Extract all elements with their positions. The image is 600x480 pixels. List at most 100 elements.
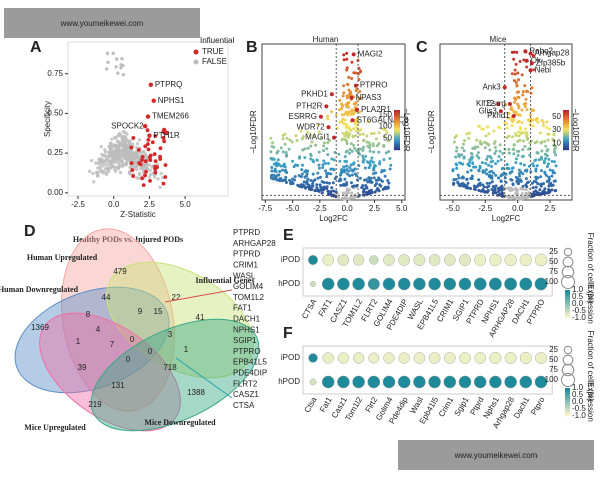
- point: [117, 131, 122, 136]
- point: [355, 117, 359, 121]
- y-tick-label: 0.75: [47, 69, 63, 78]
- point: [548, 168, 552, 172]
- point: [466, 181, 470, 185]
- dot: [428, 254, 441, 266]
- point: [551, 169, 555, 173]
- point: [476, 145, 480, 149]
- point: [523, 127, 527, 131]
- point: [284, 181, 288, 185]
- point: [455, 166, 459, 170]
- point: [354, 100, 358, 104]
- point: [382, 158, 386, 162]
- set-label: Influential Genes: [196, 276, 255, 285]
- point: [101, 171, 105, 175]
- point: [460, 153, 464, 157]
- point: [516, 95, 520, 99]
- point: [387, 181, 391, 185]
- point: [485, 181, 489, 185]
- point: [104, 163, 108, 167]
- gene-point: [354, 107, 359, 112]
- point: [343, 177, 347, 181]
- x-tick-label: 2.5: [144, 200, 156, 209]
- point: [281, 134, 285, 138]
- point: [494, 173, 498, 177]
- point: [320, 180, 324, 184]
- point: [345, 57, 349, 61]
- venn-count: 718: [163, 363, 177, 372]
- colorbar-cell: [563, 148, 569, 151]
- point: [124, 156, 128, 160]
- dot: [473, 375, 487, 389]
- point: [345, 183, 349, 187]
- colorbar-title: Expression: [586, 284, 595, 324]
- colorbar-tick-label: -0.5: [572, 404, 586, 413]
- dot: [443, 254, 456, 266]
- dot: [428, 277, 441, 291]
- point: [146, 147, 151, 152]
- gene-label: Ank3: [482, 82, 501, 91]
- point: [317, 150, 321, 154]
- point: [353, 146, 357, 150]
- point: [510, 166, 514, 170]
- point: [329, 190, 333, 194]
- colorbar-cell: [563, 110, 569, 113]
- point: [486, 163, 490, 167]
- point: [354, 89, 358, 93]
- point: [161, 181, 166, 186]
- point: [347, 125, 351, 129]
- point: [284, 169, 288, 173]
- point: [522, 131, 526, 135]
- point: [140, 158, 144, 162]
- gene-list-item: CTSA: [233, 401, 255, 410]
- point: [351, 134, 355, 138]
- point: [110, 137, 114, 141]
- point: [463, 139, 467, 143]
- point: [517, 130, 521, 134]
- point: [292, 165, 296, 169]
- point: [505, 136, 509, 140]
- colorbar-cell: [394, 130, 400, 133]
- point: [498, 149, 502, 153]
- point: [509, 105, 513, 109]
- point: [516, 71, 520, 75]
- point: [488, 181, 492, 185]
- point: [288, 178, 292, 182]
- gene-list-item: PDE4DIP: [233, 369, 267, 378]
- point: [513, 100, 517, 104]
- colorbar-tick-label: -1.0: [572, 411, 586, 420]
- point: [488, 148, 492, 152]
- dot: [352, 254, 365, 266]
- point: [347, 188, 351, 192]
- colorbar-tick-label: 0.0: [572, 397, 584, 406]
- point: [113, 143, 118, 147]
- gene-list-item: CRIM1: [233, 261, 258, 270]
- colorbar-cell: [563, 146, 569, 149]
- point: [517, 106, 521, 110]
- colorbar-tick-label: 50: [552, 112, 561, 121]
- point: [352, 184, 356, 188]
- x-tick-label: -2.5: [478, 204, 492, 213]
- point: [155, 162, 160, 166]
- gene-point: [318, 114, 323, 119]
- gene-point: [350, 118, 355, 123]
- point: [120, 57, 124, 61]
- point: [144, 169, 148, 174]
- point: [91, 180, 96, 184]
- point: [103, 154, 108, 158]
- point: [365, 134, 369, 138]
- gene-list-item: DACH1: [233, 315, 261, 324]
- gene-point: [349, 95, 354, 100]
- legend-label: FALSE: [202, 57, 227, 66]
- size-legend-dot: [562, 256, 574, 268]
- point: [326, 117, 330, 121]
- colorbar-cell: [565, 408, 570, 411]
- colorbar-cell: [563, 126, 569, 129]
- point: [486, 142, 490, 146]
- point: [513, 96, 517, 100]
- point: [491, 185, 495, 189]
- point: [350, 60, 354, 64]
- point: [162, 127, 166, 132]
- point: [539, 169, 543, 173]
- point: [383, 135, 387, 139]
- point: [344, 164, 348, 168]
